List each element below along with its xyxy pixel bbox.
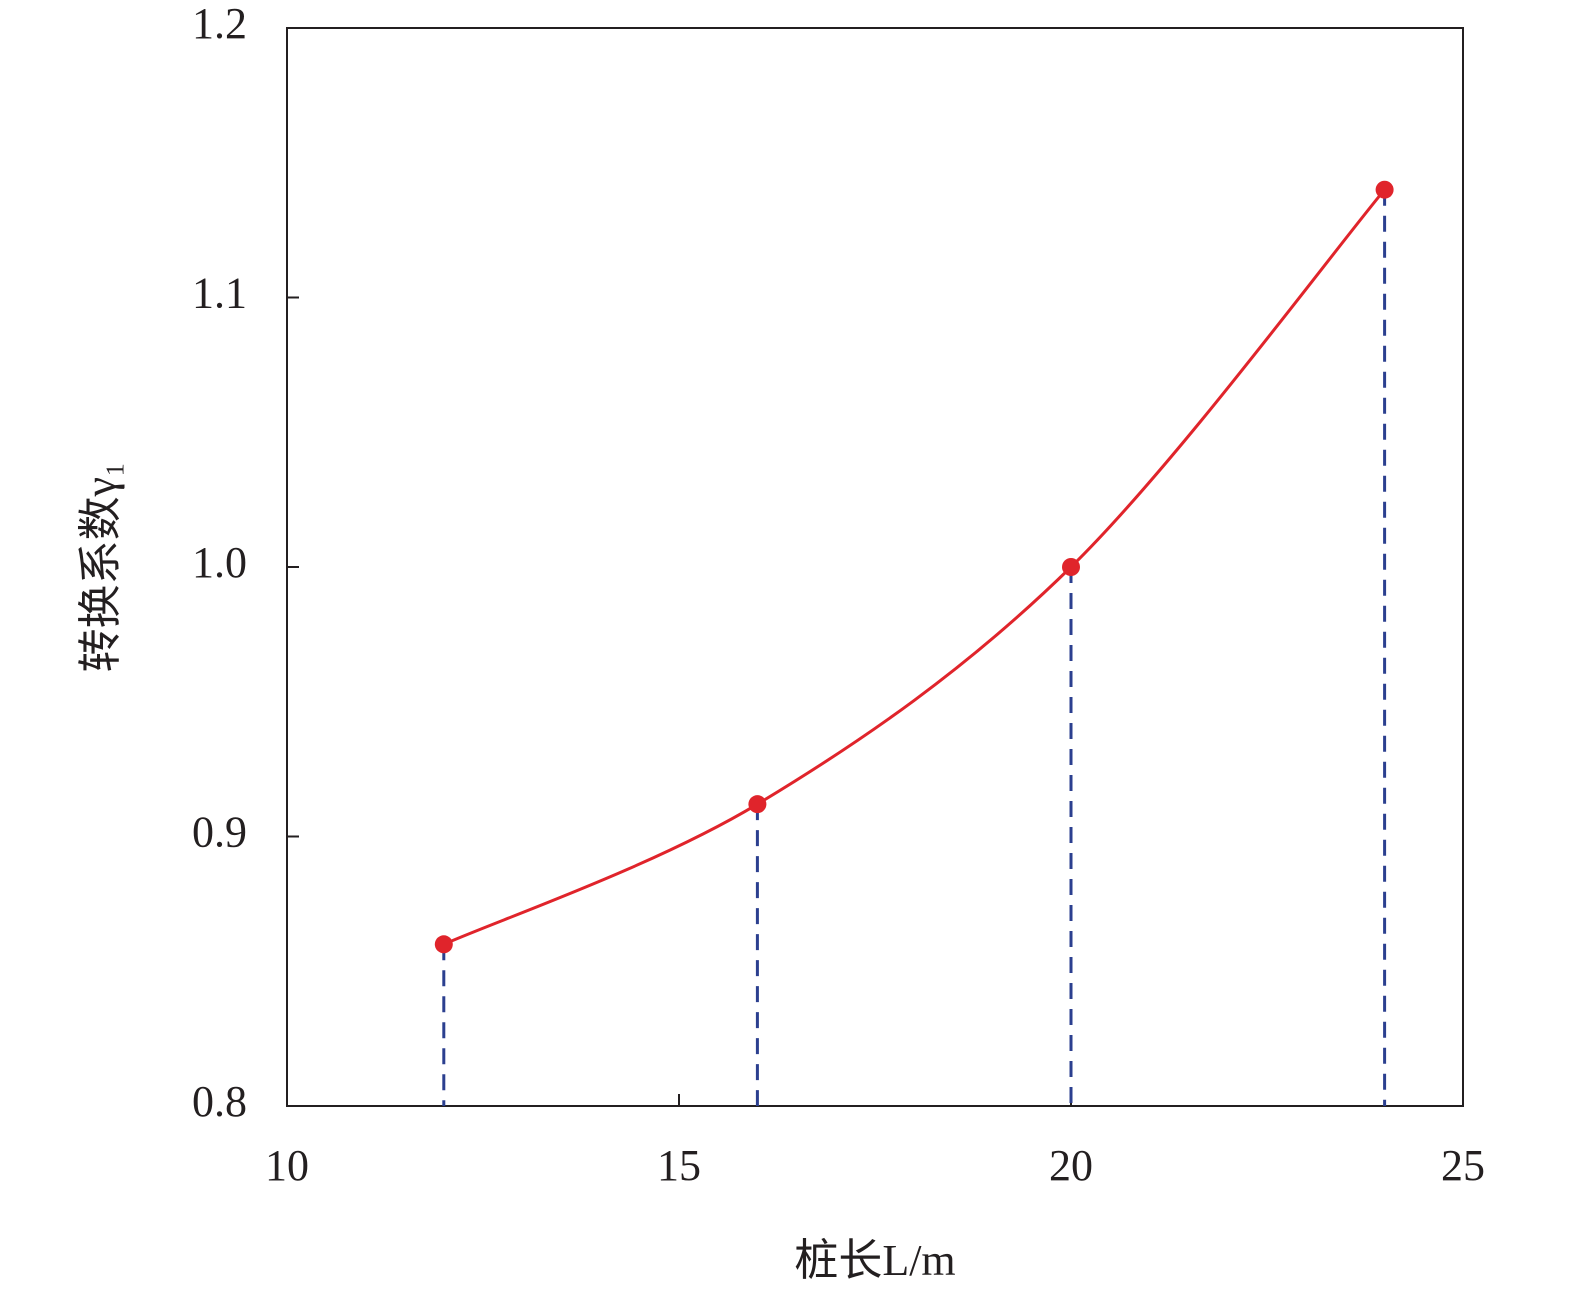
y-tick-label: 1.1: [192, 269, 247, 318]
y-tick-label: 1.2: [192, 0, 247, 48]
x-tick-label: 25: [1441, 1141, 1485, 1190]
x-axis-label: 桩长L/m: [794, 1236, 955, 1285]
line: [443, 188, 1386, 946]
marker: [434, 935, 453, 954]
y-tick-label: 0.9: [192, 808, 247, 857]
marker: [1375, 180, 1394, 199]
marker: [1062, 558, 1080, 576]
x-tick-label: 15: [657, 1141, 701, 1190]
y-axis-label: 转换系数γ₁: [76, 462, 125, 673]
marker: [748, 795, 767, 814]
y-tick-label: 1.0: [192, 538, 247, 587]
x-tick-label: 20: [1049, 1141, 1093, 1190]
plot-frame: [286, 27, 1464, 1107]
y-tick-label: 0.8: [192, 1077, 247, 1126]
x-tick-label: 10: [265, 1141, 309, 1190]
